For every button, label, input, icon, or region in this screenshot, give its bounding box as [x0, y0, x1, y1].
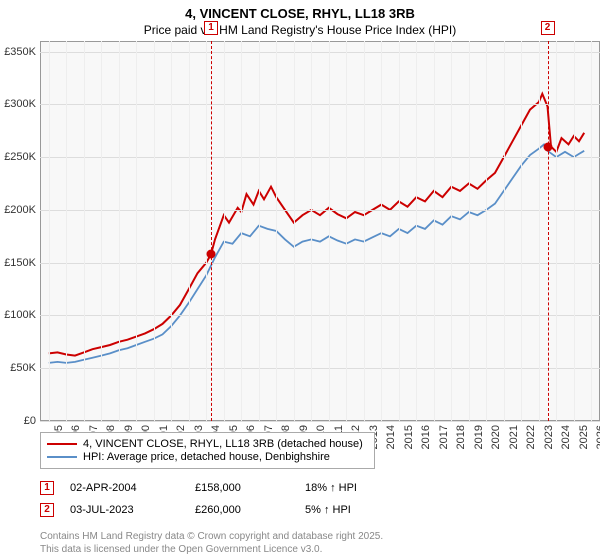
event-marker-1: 1 [40, 481, 54, 495]
legend-swatch [47, 443, 77, 445]
x-tick-label: 2024 [560, 425, 572, 449]
event-marker-icon: 1 [204, 21, 218, 35]
legend-swatch [47, 456, 77, 458]
x-tick-label: 2019 [473, 425, 485, 449]
event-row-2: 2 03-JUL-2023 £260,000 5% ↑ HPI [40, 503, 351, 517]
footer-text: Contains HM Land Registry data © Crown c… [40, 531, 383, 556]
event-dot [543, 142, 552, 151]
x-tick-label: 2020 [490, 425, 502, 449]
y-tick-label: £50K [10, 362, 36, 374]
event-date-2: 03-JUL-2023 [70, 504, 195, 516]
event-price-1: £158,000 [195, 482, 305, 494]
x-tick-label: 2017 [438, 425, 450, 449]
x-tick-label: 2022 [525, 425, 537, 449]
event-price-2: £260,000 [195, 504, 305, 516]
x-tick-label: 2023 [543, 425, 555, 449]
x-tick-label: 2021 [508, 425, 520, 449]
event-delta-2: 5% ↑ HPI [305, 504, 351, 516]
x-tick-label: 2014 [385, 425, 397, 449]
y-tick-label: £200K [4, 204, 36, 216]
x-tick-label: 2025 [578, 425, 590, 449]
legend-label: HPI: Average price, detached house, Denb… [83, 451, 330, 463]
x-tick-label: 2015 [403, 425, 415, 449]
chart-area: £0£50K£100K£150K£200K£250K£300K£350K1995… [40, 41, 600, 421]
legend-label: 4, VINCENT CLOSE, RHYL, LL18 3RB (detach… [83, 438, 363, 450]
x-tick-label: 2016 [420, 425, 432, 449]
chart-svg [40, 41, 600, 421]
event-marker-2: 2 [40, 503, 54, 517]
legend-row: HPI: Average price, detached house, Denb… [47, 451, 368, 463]
footer-line-2: This data is licensed under the Open Gov… [40, 544, 383, 557]
event-marker-icon: 2 [541, 21, 555, 35]
event-date-1: 02-APR-2004 [70, 482, 195, 494]
y-tick-label: £150K [4, 257, 36, 269]
chart-title-2: Price paid vs. HM Land Registry's House … [0, 21, 600, 41]
y-tick-label: £300K [4, 98, 36, 110]
x-tick-label: 2026 [595, 425, 600, 449]
y-tick-label: £350K [4, 46, 36, 58]
legend-row: 4, VINCENT CLOSE, RHYL, LL18 3RB (detach… [47, 438, 368, 450]
y-tick-label: £100K [4, 309, 36, 321]
event-row-1: 1 02-APR-2004 £158,000 18% ↑ HPI [40, 481, 357, 495]
chart-title-1: 4, VINCENT CLOSE, RHYL, LL18 3RB [0, 0, 600, 21]
event-delta-1: 18% ↑ HPI [305, 482, 357, 494]
legend-box: 4, VINCENT CLOSE, RHYL, LL18 3RB (detach… [40, 432, 375, 469]
footer-line-1: Contains HM Land Registry data © Crown c… [40, 531, 383, 544]
y-tick-label: £0 [24, 415, 36, 427]
event-dot [206, 250, 215, 259]
x-tick-label: 2018 [455, 425, 467, 449]
y-tick-label: £250K [4, 151, 36, 163]
